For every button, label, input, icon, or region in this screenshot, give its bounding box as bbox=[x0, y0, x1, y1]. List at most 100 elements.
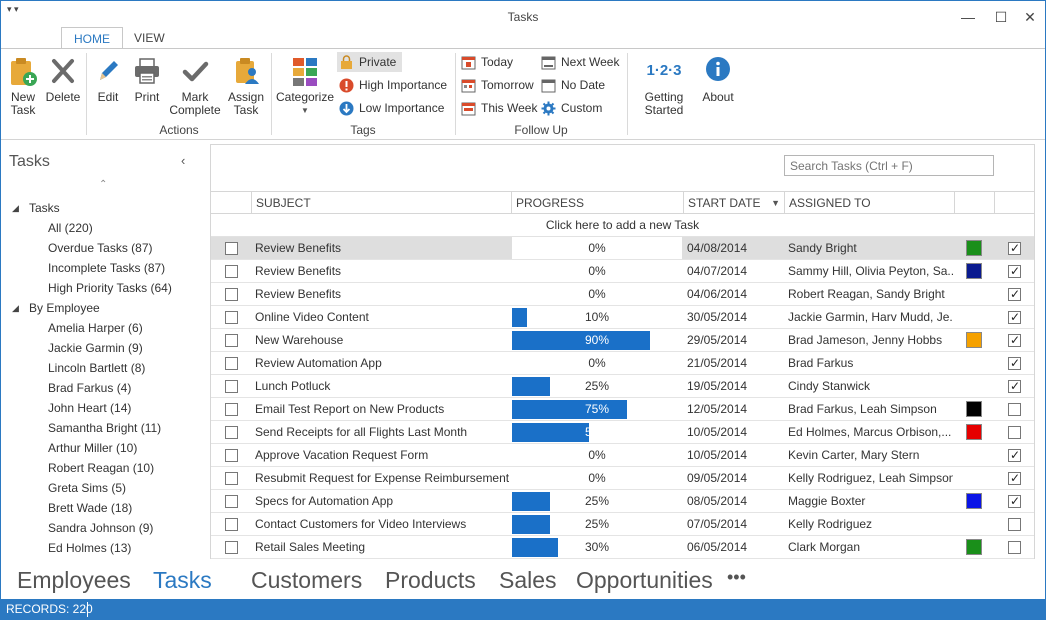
cell-progress[interactable]: 10% bbox=[512, 306, 682, 328]
cell-start-date[interactable]: 04/06/2014 bbox=[687, 287, 748, 301]
nav-item-employee[interactable]: Brad Farkus (4) bbox=[48, 381, 132, 395]
assign-task-button[interactable]: Assign Task bbox=[225, 55, 267, 117]
cell-assigned-to[interactable]: Kelly Rodriguez bbox=[788, 517, 873, 531]
nav-tab-customers[interactable]: Customers bbox=[251, 567, 363, 593]
expand-triangle-icon[interactable]: ◢ bbox=[12, 203, 19, 213]
nav-item-employee[interactable]: Robert Reagan (10) bbox=[48, 461, 155, 475]
nav-item-employee[interactable]: Sandra Johnson (9) bbox=[48, 521, 154, 535]
nav-item-all[interactable]: All (220) bbox=[48, 221, 93, 235]
follow-up-custom-button[interactable]: Custom bbox=[539, 98, 602, 118]
follow-up-next-week-button[interactable]: Next Week bbox=[539, 52, 619, 72]
follow-up-tomorrow-button[interactable]: Tomorrow bbox=[459, 75, 534, 95]
table-row[interactable]: Lunch Potluck 25% 19/05/2014 Cindy Stanwick bbox=[211, 375, 1034, 398]
print-button[interactable]: Print bbox=[129, 55, 165, 104]
cell-assigned-to[interactable]: Kelly Rodriguez, Leah Simpson bbox=[788, 471, 953, 485]
header-checkbox-column[interactable] bbox=[211, 192, 251, 214]
cell-progress[interactable]: 0% bbox=[512, 352, 682, 374]
table-row[interactable]: Review Benefits 0% 04/07/2014 Sammy Hill, O… bbox=[211, 260, 1034, 283]
nav-tab-opportunities[interactable]: Opportunities bbox=[576, 567, 713, 593]
header-assigned-to[interactable]: ASSIGNED TO bbox=[784, 192, 954, 214]
cell-progress[interactable]: 50% bbox=[512, 421, 682, 443]
new-task-button[interactable]: New Task bbox=[5, 55, 41, 117]
cell-subject[interactable]: Review Benefits bbox=[255, 264, 342, 278]
tab-home[interactable]: HOME bbox=[61, 27, 123, 50]
cell-progress[interactable]: 25% bbox=[512, 513, 682, 535]
header-start-date[interactable]: START DATE ▼ bbox=[683, 192, 784, 214]
nav-tab-sales[interactable]: Sales bbox=[499, 567, 557, 593]
cell-assigned-to[interactable]: Jackie Garmin, Harv Mudd, Je... bbox=[788, 310, 953, 324]
complete-checkbox[interactable] bbox=[1008, 263, 1021, 279]
nav-item-overdue[interactable]: Overdue Tasks (87) bbox=[48, 241, 153, 255]
follow-up-this-week-button[interactable]: This Week bbox=[459, 98, 537, 118]
cell-subject[interactable]: Review Automation App bbox=[255, 356, 382, 370]
cell-assigned-to[interactable]: Brad Farkus bbox=[788, 356, 854, 370]
about-button[interactable]: About bbox=[697, 55, 739, 104]
cell-start-date[interactable]: 10/05/2014 bbox=[687, 425, 748, 439]
row-select-checkbox[interactable] bbox=[225, 541, 238, 554]
header-category-column[interactable] bbox=[954, 192, 994, 214]
cell-start-date[interactable]: 04/07/2014 bbox=[687, 264, 748, 278]
cell-subject[interactable]: Email Test Report on New Products bbox=[255, 402, 445, 416]
nav-tab-products[interactable]: Products bbox=[385, 567, 476, 593]
complete-checkbox[interactable] bbox=[1008, 403, 1021, 416]
maximize-button[interactable]: ☐ bbox=[994, 9, 1008, 25]
cell-start-date[interactable]: 19/05/2014 bbox=[687, 379, 748, 393]
cell-start-date[interactable]: 10/05/2014 bbox=[687, 448, 748, 462]
expand-triangle-icon[interactable]: ◢ bbox=[12, 303, 19, 313]
table-row[interactable]: Resubmit Request for Expense Reimburseme… bbox=[211, 467, 1034, 490]
complete-checkbox[interactable] bbox=[1008, 470, 1021, 486]
nav-item-employee[interactable]: Greta Sims (5) bbox=[48, 481, 127, 495]
complete-checkbox[interactable] bbox=[1008, 286, 1021, 302]
complete-checkbox[interactable] bbox=[1008, 309, 1021, 325]
cell-start-date[interactable]: 08/05/2014 bbox=[687, 494, 748, 508]
table-row[interactable]: Email Test Report on New Products 75% 12/0… bbox=[211, 398, 1034, 421]
table-row[interactable]: Review Benefits 0% 04/08/2014 Sandy Bright bbox=[211, 237, 1034, 260]
complete-checkbox[interactable] bbox=[1008, 332, 1021, 348]
row-select-checkbox[interactable] bbox=[225, 403, 238, 416]
cell-assigned-to[interactable]: Sammy Hill, Olivia Peyton, Sa... bbox=[788, 264, 953, 278]
tab-view[interactable]: VIEW bbox=[134, 31, 165, 45]
row-select-checkbox[interactable] bbox=[225, 518, 238, 531]
nav-item-employee[interactable]: Arthur Miller (10) bbox=[48, 441, 138, 455]
cell-subject[interactable]: New Warehouse bbox=[255, 333, 344, 347]
table-row[interactable]: Review Automation App 0% 21/05/2014 Brad Fa… bbox=[211, 352, 1034, 375]
private-button[interactable]: Private bbox=[337, 52, 403, 72]
cell-progress[interactable]: 0% bbox=[512, 444, 682, 466]
complete-checkbox[interactable] bbox=[1008, 493, 1021, 509]
cell-start-date[interactable]: 29/05/2014 bbox=[687, 333, 748, 347]
table-row[interactable]: Approve Vacation Request Form 0% 10/05/201… bbox=[211, 444, 1034, 467]
search-input[interactable] bbox=[784, 155, 994, 176]
row-select-checkbox[interactable] bbox=[225, 357, 238, 370]
row-select-checkbox[interactable] bbox=[225, 426, 238, 439]
cell-assigned-to[interactable]: Brad Jameson, Jenny Hobbs bbox=[788, 333, 943, 347]
cell-subject[interactable]: Approve Vacation Request Form bbox=[255, 448, 429, 462]
row-select-checkbox[interactable] bbox=[225, 449, 238, 462]
nav-tab-tasks[interactable]: Tasks bbox=[153, 567, 212, 593]
cell-subject[interactable]: Review Benefits bbox=[255, 241, 342, 255]
low-importance-button[interactable]: Low Importance bbox=[337, 98, 444, 118]
cell-progress[interactable]: 30% bbox=[512, 536, 682, 558]
cell-start-date[interactable]: 21/05/2014 bbox=[687, 356, 748, 370]
cell-progress[interactable]: 90% bbox=[512, 329, 682, 351]
collapse-pane-icon[interactable]: ‹ bbox=[181, 153, 186, 168]
nav-item-employee[interactable]: Lincoln Bartlett (8) bbox=[48, 361, 146, 375]
cell-subject[interactable]: Specs for Automation App bbox=[255, 494, 394, 508]
row-select-checkbox[interactable] bbox=[225, 265, 238, 278]
cell-start-date[interactable]: 09/05/2014 bbox=[687, 471, 748, 485]
follow-up-today-button[interactable]: Today bbox=[459, 52, 513, 72]
header-subject[interactable]: SUBJECT bbox=[251, 192, 511, 214]
cell-start-date[interactable]: 07/05/2014 bbox=[687, 517, 748, 531]
nav-item-employee[interactable]: Brett Wade (18) bbox=[48, 501, 133, 515]
nav-item-employee[interactable]: Amelia Harper (6) bbox=[48, 321, 143, 335]
cell-assigned-to[interactable]: Maggie Boxter bbox=[788, 494, 866, 508]
cell-progress[interactable]: 0% bbox=[512, 237, 682, 259]
minimize-button[interactable]: — bbox=[961, 9, 975, 25]
cell-progress[interactable]: 75% bbox=[512, 398, 682, 420]
cell-progress[interactable]: 25% bbox=[512, 375, 682, 397]
nav-item-incomplete[interactable]: Incomplete Tasks (87) bbox=[48, 261, 166, 275]
table-row[interactable]: Online Video Content 10% 30/05/2014 Jackie … bbox=[211, 306, 1034, 329]
cell-progress[interactable]: 0% bbox=[512, 283, 682, 305]
cell-start-date[interactable]: 12/05/2014 bbox=[687, 402, 748, 416]
cell-assigned-to[interactable]: Kevin Carter, Mary Stern bbox=[788, 448, 920, 462]
nav-tab-employees[interactable]: Employees bbox=[17, 567, 131, 593]
